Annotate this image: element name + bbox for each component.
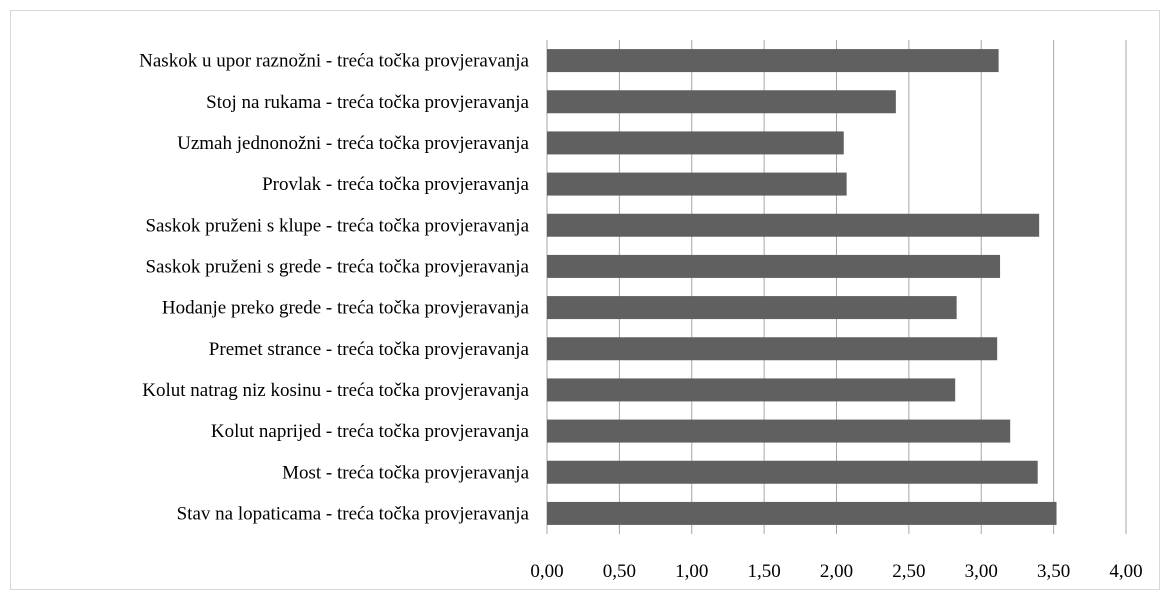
- x-tick-label: 1,50: [748, 561, 781, 582]
- gridlines: [546, 40, 1127, 534]
- x-tick-label: 4,00: [1109, 561, 1142, 582]
- bar: [547, 49, 999, 73]
- category-label: Hodanje preko grede - treća točka provje…: [162, 298, 530, 319]
- bar: [547, 131, 844, 155]
- category-label: Provlak - treća točka provjeravanja: [262, 174, 529, 195]
- x-tick-label: 1,00: [675, 561, 708, 582]
- category-label: Saskok pruženi s klupe - treća točka pro…: [145, 215, 529, 236]
- category-label: Most - treća točka provjeravanja: [282, 462, 529, 483]
- category-label: Uzmah jednonožni - treća točka provjerav…: [177, 133, 529, 154]
- bar: [547, 172, 847, 196]
- category-label: Premet strance - treća točka provjeravan…: [209, 339, 530, 360]
- bar: [547, 90, 896, 114]
- category-label: Naskok u upor raznožni - treća točka pro…: [139, 51, 529, 72]
- category-label: Kolut naprijed - treća točka provjeravan…: [211, 421, 530, 442]
- bar: [547, 501, 1057, 525]
- x-tick-label: 0,50: [603, 561, 636, 582]
- category-label: Stoj na rukama - treća točka provjeravan…: [206, 92, 529, 113]
- bar: [547, 337, 998, 361]
- bar: [547, 419, 1011, 443]
- x-tick-label: 2,50: [892, 561, 925, 582]
- category-labels: Naskok u upor raznožni - treća točka pro…: [139, 51, 529, 525]
- bar: [547, 296, 957, 320]
- bars: [547, 49, 1057, 525]
- category-label: Saskok pruženi s grede - treća točka pro…: [145, 256, 529, 277]
- bar: [547, 378, 956, 402]
- bar: [547, 460, 1038, 484]
- x-tick-label: 0,00: [530, 561, 563, 582]
- category-label: Stav na lopaticama - treća točka provjer…: [177, 503, 530, 524]
- bar: [547, 213, 1040, 237]
- bar: [547, 254, 1001, 278]
- x-tick-label: 2,00: [820, 561, 853, 582]
- x-axis-tick-labels: 0,00 0,50 1,00 1,50 2,00 2,50 3,00 3,50 4,00: [530, 561, 1142, 582]
- x-tick-label: 3,50: [1037, 561, 1070, 582]
- x-tick-label: 3,00: [965, 561, 998, 582]
- category-label: Kolut natrag niz kosinu - treća točka pr…: [142, 380, 529, 401]
